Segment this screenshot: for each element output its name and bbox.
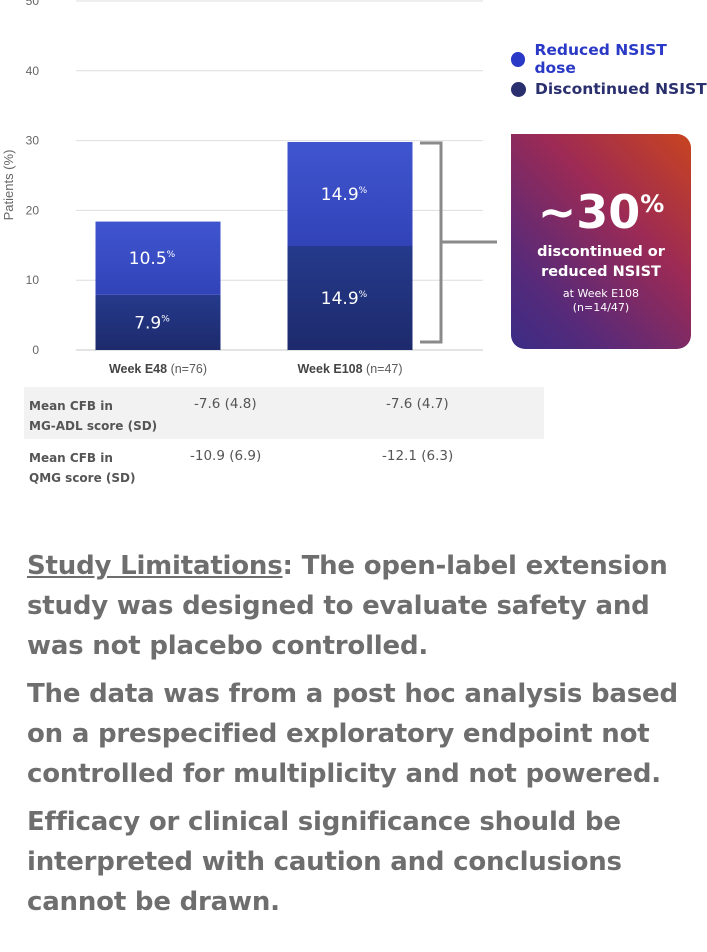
limitations-heading: Study Limitations bbox=[27, 551, 283, 581]
legend: Reduced NSIST dose Discontinued NSIST bbox=[511, 41, 707, 104]
row-label-mg-adl: Mean CFB in MG-ADL score (SD) bbox=[29, 399, 158, 433]
limitations-paragraph-3: Efficacy or clinical significance should… bbox=[27, 807, 622, 917]
row-label-qmg: Mean CFB in QMG score (SD) bbox=[29, 451, 136, 485]
callout-value: ~30% bbox=[537, 185, 665, 239]
legend-dot-discontinued bbox=[511, 81, 526, 97]
y-tick-label: 20 bbox=[26, 203, 40, 217]
bar-value-label: 7.9% bbox=[134, 313, 170, 333]
gridlines bbox=[76, 0, 483, 281]
value-qmg-e108: -12.1 (6.3) bbox=[382, 448, 454, 464]
bar-value-label: 14.9% bbox=[321, 185, 368, 205]
table-row-qmg: Mean CFB in QMG score (SD) -10.9 (6.9) -… bbox=[24, 439, 544, 491]
x-category-label: Week E108 (n=47) bbox=[297, 362, 402, 376]
callout-box: ~30% discontinued or reduced NSIST at We… bbox=[511, 134, 691, 349]
y-tick-label: 0 bbox=[32, 343, 39, 357]
cfb-table: Mean CFB in MG-ADL score (SD) -7.6 (4.8)… bbox=[24, 387, 544, 491]
x-category-label: Week E48 (n=76) bbox=[109, 362, 207, 376]
x-axis-categories: Week E48 (n=76) Week E108 (n=47) bbox=[109, 362, 403, 376]
y-tick-label: 10 bbox=[26, 273, 40, 287]
legend-label-reduced: Reduced NSIST dose bbox=[534, 41, 667, 77]
legend-label-discontinued: Discontinued NSIST bbox=[535, 80, 707, 98]
bar-value-label: 10.5% bbox=[129, 249, 176, 269]
value-mg-adl-e48: -7.6 (4.8) bbox=[194, 396, 257, 412]
value-qmg-e48: -10.9 (6.9) bbox=[190, 448, 262, 464]
callout-unit: % bbox=[640, 190, 665, 218]
bracket bbox=[420, 141, 497, 344]
value-mg-adl-e108: -7.6 (4.7) bbox=[386, 396, 449, 412]
bar-value-label: 14.9% bbox=[321, 289, 368, 309]
legend-dot-reduced bbox=[511, 51, 526, 67]
y-tick-label: 30 bbox=[26, 134, 40, 148]
bar-discontinued-0 bbox=[95, 294, 221, 350]
callout-description: discontinued or reduced NSIST bbox=[537, 244, 665, 280]
bar-discontinued-1 bbox=[287, 245, 413, 350]
bars: 7.9% 10.5% 14.9% 14.9% bbox=[95, 141, 413, 350]
y-axis-label: Patients (%) bbox=[1, 150, 16, 221]
limitations-paragraph-2: The data was from a post hoc analysis ba… bbox=[27, 679, 678, 789]
stacked-bar-chart: 0 10 20 30 40 50 Patients (%) 7.9% 10.5% 14.9% 1… bbox=[1, 0, 497, 376]
y-tick-label: 40 bbox=[26, 64, 40, 78]
legend-item-reduced: Reduced NSIST dose bbox=[511, 41, 707, 77]
legend-item-discontinued: Discontinued NSIST bbox=[511, 74, 707, 104]
bar-reduced-1 bbox=[287, 141, 413, 246]
study-limitations: Study Limitations: The open-label extens… bbox=[27, 546, 692, 930]
table-row-mg-adl: Mean CFB in MG-ADL score (SD) -7.6 (4.8)… bbox=[24, 387, 544, 439]
y-tick-label: 50 bbox=[26, 0, 40, 8]
callout-note: at Week E108 (n=14/47) bbox=[562, 287, 640, 314]
y-axis-ticks: 0 10 20 30 40 50 bbox=[26, 0, 40, 357]
limitations-paragraph-1: Study Limitations: The open-label extens… bbox=[27, 551, 668, 661]
bar-reduced-0 bbox=[95, 221, 221, 295]
